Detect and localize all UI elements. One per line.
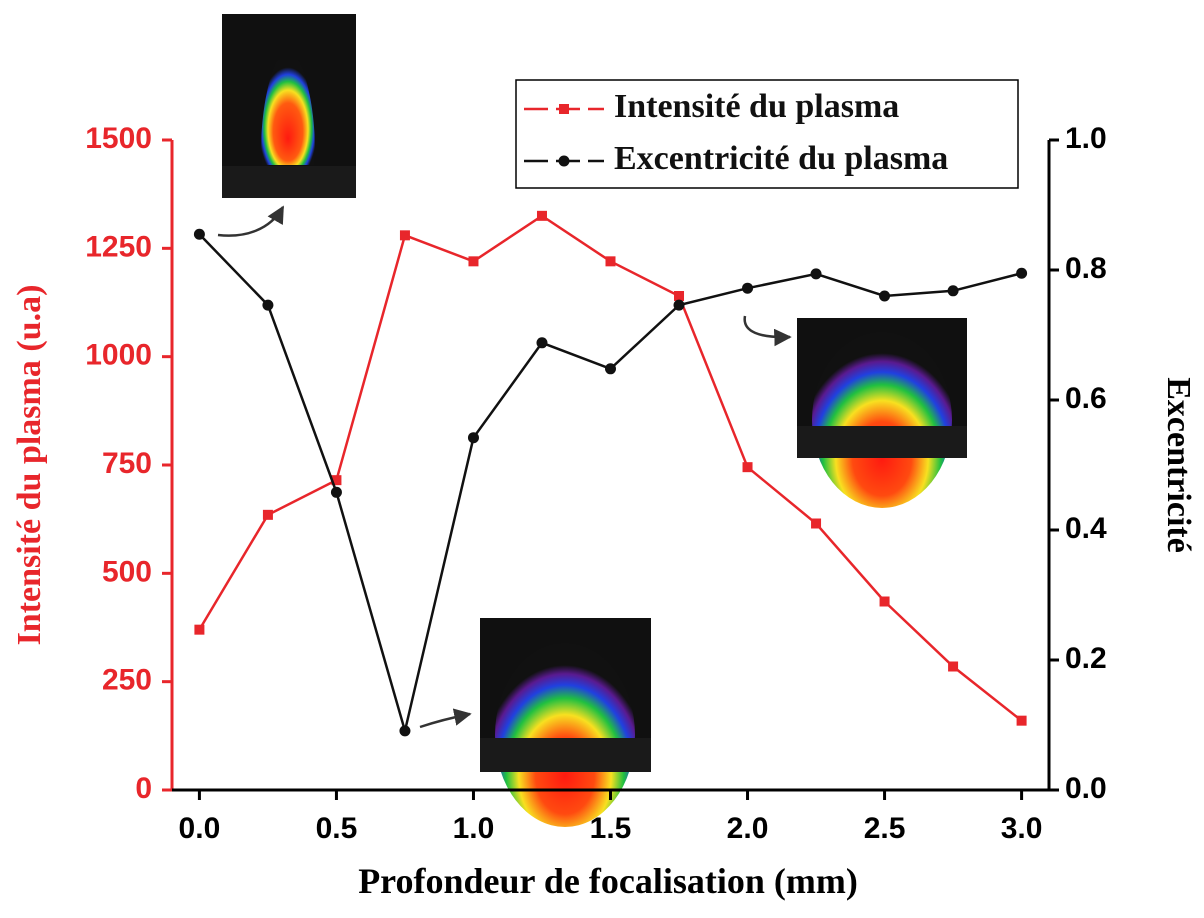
data-point bbox=[1016, 267, 1028, 279]
data-point bbox=[536, 337, 548, 349]
x-tick-label: 2.5 bbox=[864, 812, 906, 845]
data-point bbox=[399, 230, 410, 241]
y2-tick-label: 1.0 bbox=[1065, 122, 1107, 155]
plasma-image bbox=[222, 14, 356, 198]
x-tick-label: 3.0 bbox=[1001, 812, 1043, 845]
data-point bbox=[536, 210, 547, 221]
data-point bbox=[674, 291, 685, 301]
legend-marker bbox=[558, 155, 570, 167]
data-point bbox=[605, 256, 616, 267]
legend-box bbox=[515, 79, 1019, 189]
y2-tick-label: 0.8 bbox=[1065, 252, 1107, 285]
y2-tick-label: 0.0 bbox=[1065, 772, 1107, 805]
data-point bbox=[1016, 715, 1027, 726]
data-point bbox=[331, 475, 342, 486]
data-point bbox=[330, 486, 342, 498]
data-point bbox=[194, 624, 205, 635]
x-tick-label: 0.5 bbox=[316, 812, 358, 845]
y2-tick-label: 0.6 bbox=[1065, 382, 1107, 415]
y-tick-label: 500 bbox=[102, 555, 152, 588]
data-point bbox=[399, 725, 411, 737]
data-point bbox=[742, 282, 754, 294]
data-point bbox=[947, 285, 959, 297]
y2-axis-title: Excentricité bbox=[1160, 377, 1197, 553]
arrow bbox=[217, 205, 285, 237]
data-point bbox=[811, 518, 822, 529]
data-point bbox=[742, 462, 753, 473]
plasma-image bbox=[797, 318, 967, 508]
data-point bbox=[605, 363, 616, 375]
data-point bbox=[948, 661, 959, 672]
y2-tick-label: 0.2 bbox=[1065, 642, 1107, 675]
y-tick-label: 0 bbox=[135, 772, 152, 805]
arrow bbox=[743, 315, 792, 347]
x-axis-title: Profondeur de focalisation (mm) bbox=[358, 861, 858, 901]
plasma-image bbox=[480, 618, 651, 827]
x-tick-label: 0.0 bbox=[179, 812, 221, 845]
y-tick-label: 1000 bbox=[85, 339, 152, 372]
data-point bbox=[810, 268, 822, 280]
y2-tick-label: 0.4 bbox=[1065, 512, 1107, 545]
arrow bbox=[419, 708, 472, 729]
legend-label: Intensité du plasma bbox=[614, 88, 899, 125]
x-tick-label: 1.5 bbox=[590, 812, 632, 845]
x-tick-label: 2.0 bbox=[727, 812, 769, 845]
data-point bbox=[879, 290, 891, 302]
data-point bbox=[193, 228, 205, 240]
data-point bbox=[879, 596, 890, 607]
y-tick-label: 250 bbox=[102, 664, 152, 697]
data-point bbox=[467, 432, 479, 444]
data-point bbox=[468, 256, 479, 267]
data-point bbox=[262, 299, 274, 311]
y-tick-label: 1500 bbox=[85, 122, 152, 155]
data-point bbox=[673, 299, 685, 311]
x-tick-label: 1.0 bbox=[453, 812, 495, 845]
legend-label: Excentricité du plasma bbox=[614, 140, 948, 177]
data-point bbox=[262, 509, 273, 520]
y-axis-title: Intensité du plasma (u.a) bbox=[11, 285, 48, 646]
legend-marker bbox=[559, 104, 569, 114]
y-tick-label: 750 bbox=[102, 447, 152, 480]
y-tick-label: 1250 bbox=[85, 230, 152, 263]
